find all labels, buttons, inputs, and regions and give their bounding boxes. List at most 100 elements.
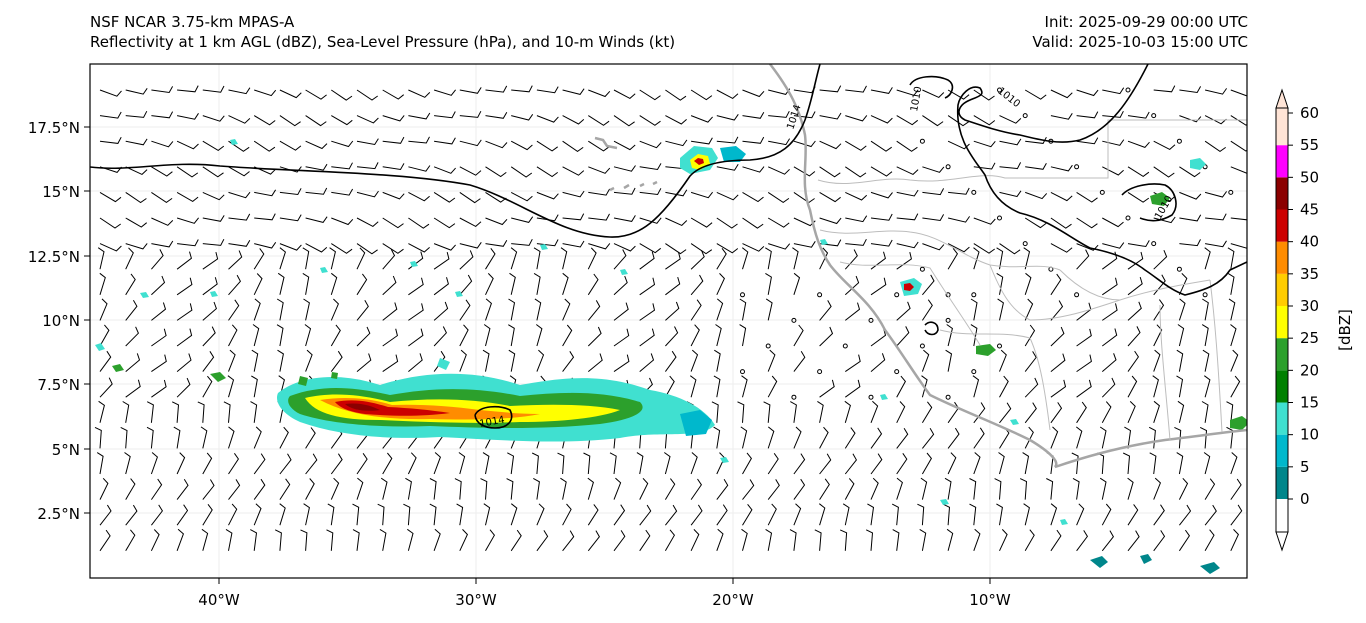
- wind-barb: [1226, 401, 1234, 423]
- wind-barb: [1153, 85, 1176, 93]
- wind-barb: [999, 243, 1021, 255]
- wind-barb: [1076, 249, 1090, 270]
- wind-barb: [382, 191, 405, 200]
- wind-barb: [176, 377, 191, 398]
- wind-barb: [1102, 328, 1118, 347]
- wind-barb: [583, 452, 591, 475]
- lat-label: 12.5°N: [28, 248, 80, 266]
- wind-barb: [96, 452, 104, 475]
- wind-barb: [973, 217, 996, 225]
- calm-wind-marker: [919, 138, 925, 144]
- wind-barb: [125, 504, 138, 526]
- wind-barb: [639, 529, 651, 552]
- calm-wind-marker: [1022, 113, 1028, 119]
- wind-barb: [1075, 426, 1083, 449]
- wind-barb: [588, 115, 610, 126]
- wind-barb: [330, 272, 338, 295]
- wind-barb: [279, 243, 302, 251]
- colorbar-tick-label: 45: [1300, 201, 1319, 219]
- wind-barb: [227, 375, 235, 398]
- wind-barb: [173, 426, 181, 449]
- wind-barb: [176, 217, 199, 224]
- calm-wind-marker: [945, 394, 951, 400]
- wind-barb: [382, 354, 399, 373]
- wind-barb: [790, 401, 797, 423]
- wind-barb: [485, 273, 494, 296]
- calm-wind-marker: [791, 317, 797, 323]
- wind-barb: [713, 426, 721, 449]
- wind-barb: [253, 115, 276, 126]
- wind-barb: [1178, 477, 1189, 500]
- wind-barb: [305, 140, 328, 150]
- wind-barb: [737, 401, 745, 423]
- wind-barb: [921, 375, 928, 398]
- wind-barb: [793, 426, 802, 449]
- wind-barb: [922, 89, 945, 98]
- wind-barb: [1204, 191, 1228, 198]
- wind-barb: [870, 427, 883, 449]
- wind-barb: [1153, 166, 1175, 178]
- wind-barb: [1076, 379, 1092, 398]
- wind-barb: [865, 529, 874, 551]
- wind-barb: [482, 349, 490, 372]
- wind-barb: [767, 191, 790, 204]
- wind-barb: [613, 275, 628, 296]
- colorbar-tick-label: 35: [1300, 265, 1319, 283]
- wind-barb: [765, 247, 772, 270]
- wind-barb: [176, 452, 186, 475]
- wind-barb: [303, 298, 310, 321]
- wind-barb: [562, 213, 585, 221]
- wind-barb: [1204, 529, 1215, 552]
- wind-barb: [587, 353, 603, 372]
- wind-barb: [917, 503, 925, 526]
- wind-barb: [1050, 326, 1065, 347]
- wind-barb: [510, 140, 533, 151]
- wind-barb: [793, 324, 804, 347]
- wind-barb: [716, 217, 738, 229]
- wind-barb: [716, 191, 739, 201]
- wind-barb: [639, 277, 656, 296]
- wind-barb: [510, 247, 518, 270]
- wind-barb: [716, 136, 739, 144]
- wind-barb: [151, 379, 167, 398]
- wind-barb: [562, 503, 572, 526]
- wind-barb: [485, 85, 508, 93]
- wind-barb: [845, 85, 867, 93]
- wind-barb: [176, 140, 199, 150]
- wind-barb: [305, 163, 328, 171]
- wind-barb: [690, 375, 697, 398]
- wind-barb: [742, 136, 765, 144]
- wind-barb: [405, 477, 412, 500]
- calm-wind-marker: [1151, 113, 1157, 119]
- wind-barb: [1153, 140, 1176, 151]
- wind-barb: [1178, 298, 1186, 321]
- wind-barb: [176, 191, 199, 203]
- wind-barb: [1230, 89, 1247, 97]
- wind-barb: [197, 401, 205, 423]
- wind-barb: [921, 452, 933, 475]
- country-borders: [817, 119, 1247, 441]
- calm-wind-marker: [1074, 164, 1080, 170]
- wind-barb: [690, 504, 703, 526]
- colorbar-segment: [1276, 402, 1288, 435]
- wind-barb: [588, 188, 611, 196]
- wind-barb: [379, 528, 387, 551]
- wind-barb: [664, 452, 671, 475]
- wind-barb: [793, 241, 816, 248]
- lat-label: 15°N: [42, 183, 80, 201]
- colorbar-segment: [1276, 370, 1288, 403]
- wind-barb: [970, 298, 978, 321]
- wind-barb: [509, 272, 516, 295]
- wind-barb: [1230, 140, 1247, 152]
- wind-barb: [1076, 111, 1099, 119]
- wind-barb: [1050, 243, 1073, 253]
- wind-barb: [639, 353, 655, 372]
- wind-barb: [202, 479, 215, 500]
- wind-barb: [819, 247, 829, 270]
- wind-barb: [1176, 375, 1184, 398]
- wind-barb: [690, 243, 713, 255]
- wind-barb: [1204, 504, 1217, 526]
- wind-barb: [356, 247, 366, 270]
- wind-barb: [1076, 503, 1085, 526]
- wind-barb: [613, 187, 636, 195]
